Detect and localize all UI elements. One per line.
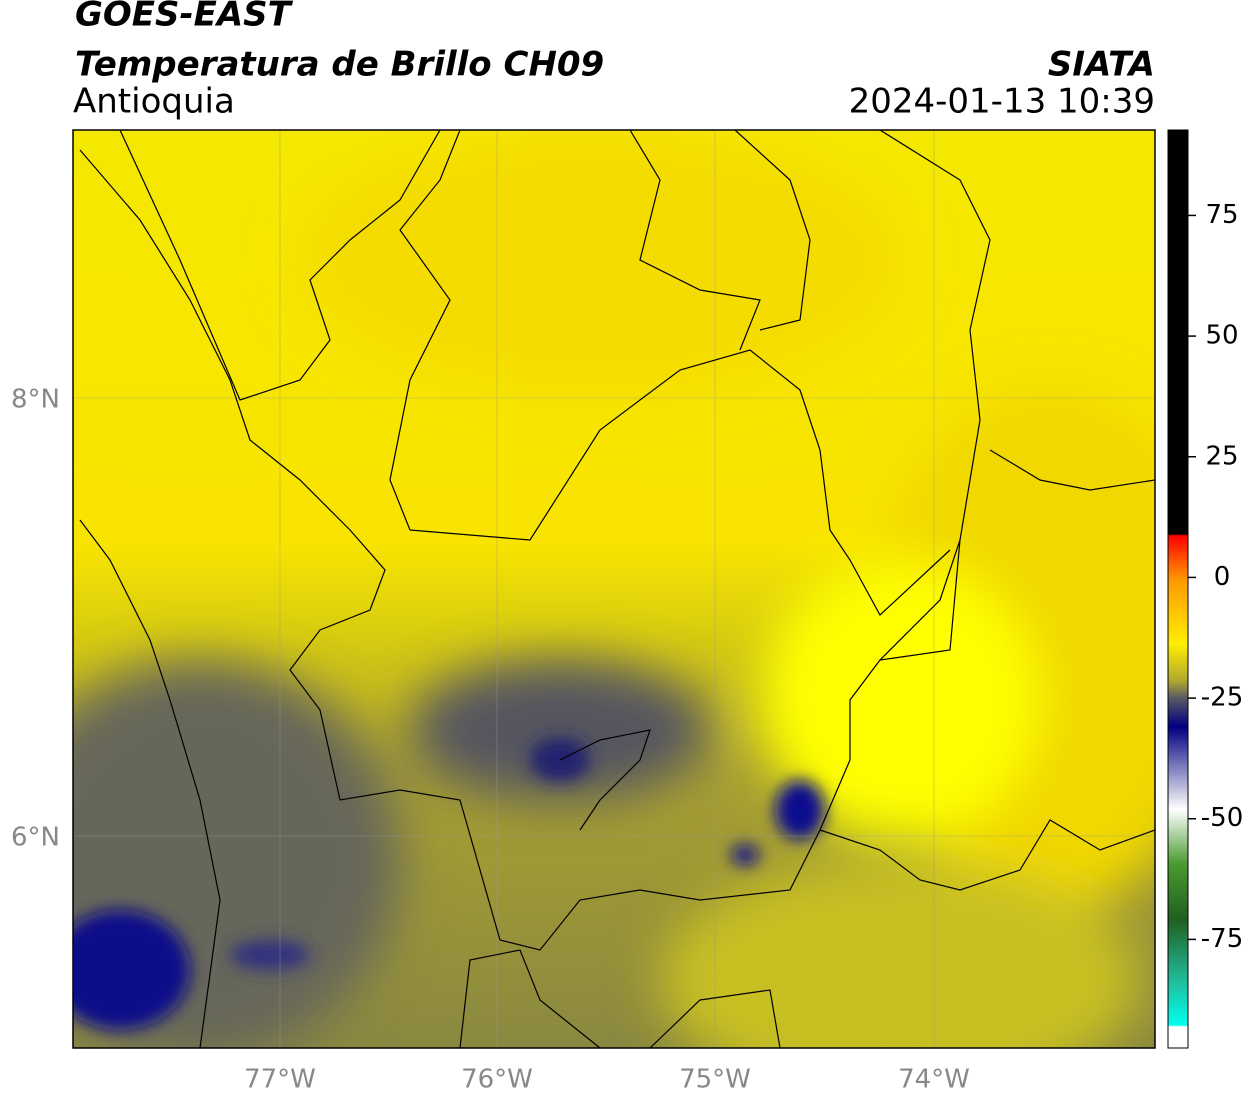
subtitle: Temperatura de Brillo CH09 [75, 45, 604, 85]
map-frame [72, 129, 1156, 1049]
colorbar-tick-label: -75 [1201, 924, 1243, 954]
lat-label: 8°N [11, 385, 60, 415]
colorbar-tick-label: -50 [1201, 803, 1243, 833]
datetime: 2024-01-13 10:39 [849, 82, 1155, 122]
colorbar-tick-label: 50 [1205, 321, 1238, 351]
lon-label: 75°W [679, 1065, 751, 1095]
lat-label: 6°N [11, 823, 60, 853]
colorbar [1167, 129, 1189, 1049]
lon-label: 76°W [461, 1065, 533, 1095]
colorbar-ticks: 75 50 25 0 -25 -50 -75 [1188, 200, 1243, 954]
lon-label: 74°W [898, 1065, 970, 1095]
region: Antioquia [73, 82, 235, 122]
source: SIATA [1048, 45, 1155, 85]
map [73, 130, 1155, 1048]
colorbar-tick-label: -25 [1201, 683, 1243, 713]
lon-label: 77°W [244, 1065, 316, 1095]
colorbar-tick-label: 0 [1214, 562, 1231, 592]
colorbar-tick-label: 75 [1205, 200, 1238, 230]
title: GOES-EAST [75, 0, 294, 35]
colorbar-tick-label: 25 [1205, 441, 1238, 471]
